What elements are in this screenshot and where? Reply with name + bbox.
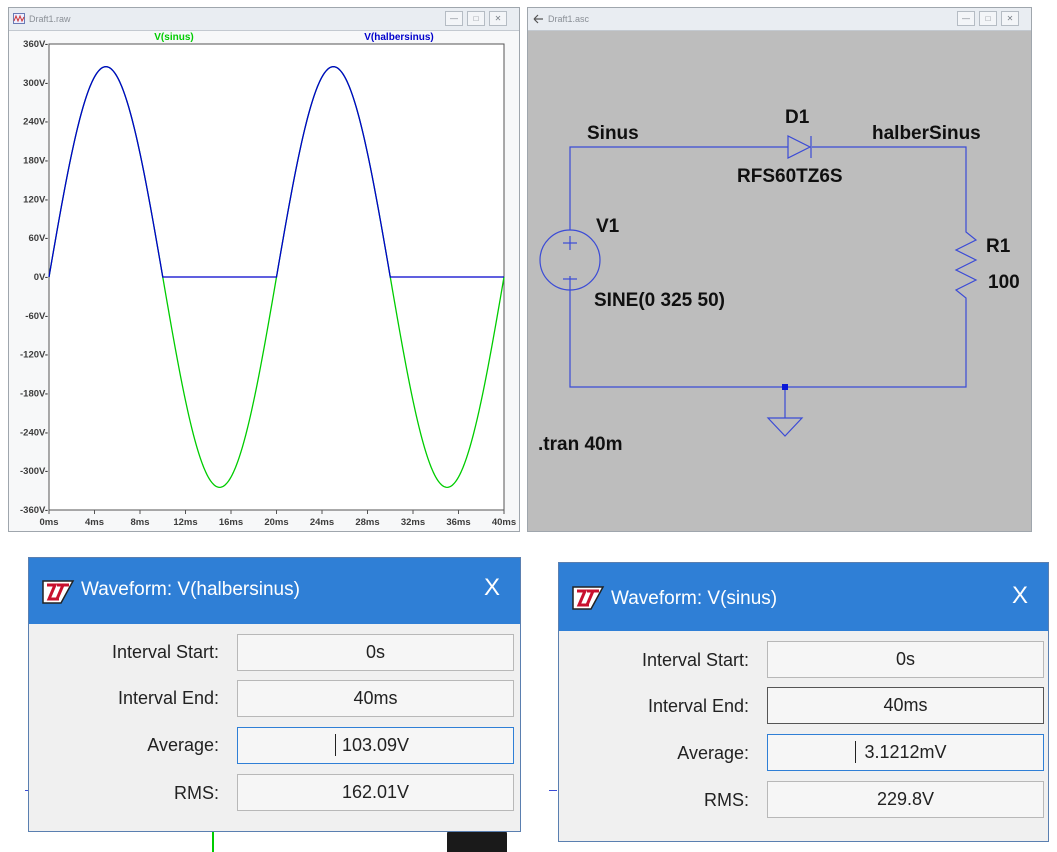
resistor-value-label[interactable]: 100: [988, 272, 1020, 293]
waveform-dialog-halbersinus: Waveform: V(halbersinus) X Interval Star…: [28, 557, 521, 832]
diode-model-label[interactable]: RFS60TZ6S: [737, 166, 843, 187]
average-label: Average:: [677, 743, 749, 763]
y-tick-label: 0V-: [34, 272, 48, 283]
rms-field[interactable]: 229.8V: [767, 781, 1044, 818]
ground-node-marker[interactable]: [782, 384, 788, 390]
restore-button[interactable]: □: [979, 11, 997, 26]
average-label: Average:: [147, 735, 219, 755]
interval-start-field[interactable]: 0s: [767, 641, 1044, 678]
y-tick-label: 180V-: [23, 156, 48, 167]
y-tick-label: 300V-: [23, 78, 48, 89]
tran-directive[interactable]: .tran 40m: [538, 434, 622, 455]
waveform-window: Draft1.raw — □ ✕ V(sinus) V(halbersinus)…: [8, 7, 520, 532]
dialog-title: Waveform: V(halbersinus): [81, 579, 300, 600]
background-fragment: [447, 828, 507, 852]
ltspice-logo-icon: [572, 586, 605, 610]
interval-start-field[interactable]: 0s: [237, 634, 514, 671]
rms-field[interactable]: 162.01V: [237, 774, 514, 811]
waveform-app-icon: [13, 13, 25, 24]
background-fragment: [212, 832, 214, 852]
interval-end-field[interactable]: 40ms: [237, 680, 514, 717]
y-tick-label: 360V-: [23, 39, 48, 50]
interval-start-label: Interval Start:: [641, 650, 749, 670]
voltage-source-symbol[interactable]: [539, 229, 601, 291]
x-tick-label: 12ms: [173, 517, 197, 528]
y-tick-label: 240V-: [23, 117, 48, 128]
y-tick-label: 120V-: [23, 194, 48, 205]
schematic-app-icon: [533, 14, 543, 24]
schematic-window: Draft1.asc — □ ✕: [527, 7, 1032, 532]
x-tick-label: 20ms: [264, 517, 288, 528]
ground-symbol[interactable]: [766, 417, 804, 437]
text-caret: [855, 741, 856, 763]
x-tick-label: 28ms: [355, 517, 379, 528]
close-icon[interactable]: X: [1011, 582, 1028, 609]
source-ref-label[interactable]: V1: [596, 216, 620, 237]
y-tick-label: -120V-: [20, 350, 48, 361]
restore-button[interactable]: □: [467, 11, 485, 26]
y-tick-label: -60V-: [25, 311, 48, 322]
interval-end-label: Interval End:: [647, 696, 749, 716]
waveform-window-title: Draft1.raw: [29, 14, 71, 24]
y-tick-label: -360V-: [20, 505, 48, 516]
schematic-titlebar: Draft1.asc — □ ✕: [528, 8, 1031, 31]
dialog-titlebar: Waveform: V(halbersinus) X: [29, 558, 520, 624]
waveform-plot[interactable]: V(sinus) V(halbersinus) 360V- 300V- 240V- 1…: [9, 30, 519, 531]
diode-ref-label[interactable]: D1: [785, 107, 810, 128]
average-field[interactable]: 103.09V: [237, 727, 514, 764]
text-caret: [335, 734, 336, 756]
legend-v-sinus: V(sinus): [154, 32, 193, 43]
x-tick-label: 32ms: [401, 517, 425, 528]
interval-end-field[interactable]: 40ms: [767, 687, 1044, 724]
x-tick-label: 16ms: [219, 517, 243, 528]
net-label-halbersinus[interactable]: halberSinus: [872, 123, 981, 144]
ltspice-logo-icon: [42, 580, 75, 604]
y-tick-label: -240V-: [20, 427, 48, 438]
source-value-label[interactable]: SINE(0 325 50): [594, 290, 725, 311]
close-button[interactable]: ✕: [489, 11, 507, 26]
rms-label: RMS:: [174, 783, 219, 803]
resistor-symbol[interactable]: [954, 220, 978, 322]
rms-label: RMS:: [704, 790, 749, 810]
minimize-button[interactable]: —: [445, 11, 463, 26]
dialog-title: Waveform: V(sinus): [611, 588, 778, 609]
x-tick-label: 40ms: [492, 517, 516, 528]
average-field[interactable]: 3.1212mV: [767, 734, 1044, 771]
y-tick-label: -180V-: [20, 389, 48, 400]
close-button[interactable]: ✕: [1001, 11, 1019, 26]
minimize-button[interactable]: —: [957, 11, 975, 26]
net-label-sinus[interactable]: Sinus: [587, 123, 639, 144]
interval-start-label: Interval Start:: [111, 642, 219, 662]
resistor-ref-label[interactable]: R1: [986, 236, 1011, 257]
close-icon[interactable]: X: [483, 574, 500, 601]
interval-end-label: Interval End:: [117, 688, 219, 708]
legend-v-halbersinus: V(halbersinus): [364, 32, 433, 43]
x-tick-label: 0ms: [39, 517, 58, 528]
x-tick-label: 8ms: [130, 517, 149, 528]
y-tick-label: -300V-: [20, 466, 48, 477]
x-tick-label: 4ms: [85, 517, 104, 528]
dialog-titlebar: Waveform: V(sinus) X: [559, 563, 1048, 631]
diode-symbol[interactable]: [787, 135, 812, 159]
x-tick-label: 36ms: [446, 517, 470, 528]
waveform-dialog-sinus: Waveform: V(sinus) X Interval Start: 0s …: [558, 562, 1049, 842]
wire-net[interactable]: [569, 146, 967, 418]
trace-v-halbersinus: [48, 65, 504, 278]
background-fragment: [549, 790, 557, 791]
waveform-titlebar: Draft1.raw — □ ✕: [9, 8, 519, 31]
schematic-window-title: Draft1.asc: [548, 14, 590, 24]
y-tick-label: 60V-: [28, 233, 48, 244]
x-tick-label: 24ms: [310, 517, 334, 528]
schematic-canvas[interactable]: Sinus D1 halberSinus RFS60TZ6S V1 R1 100…: [528, 30, 1031, 531]
